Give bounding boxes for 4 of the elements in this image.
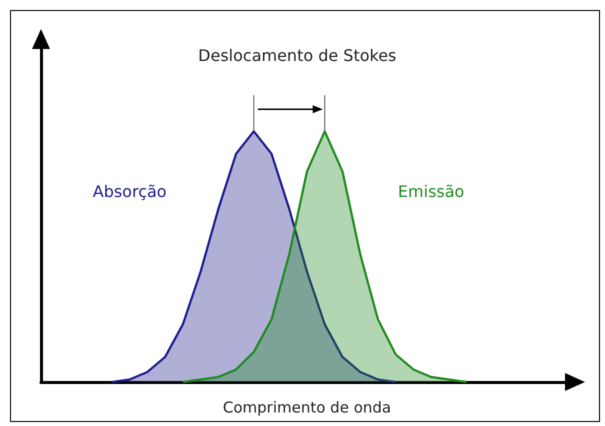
x-axis-title: Comprimento de onda [222,398,392,416]
text: Emissão [398,182,464,201]
text: Absorção [92,182,167,201]
text: Deslocamento de Stokes [198,46,396,65]
